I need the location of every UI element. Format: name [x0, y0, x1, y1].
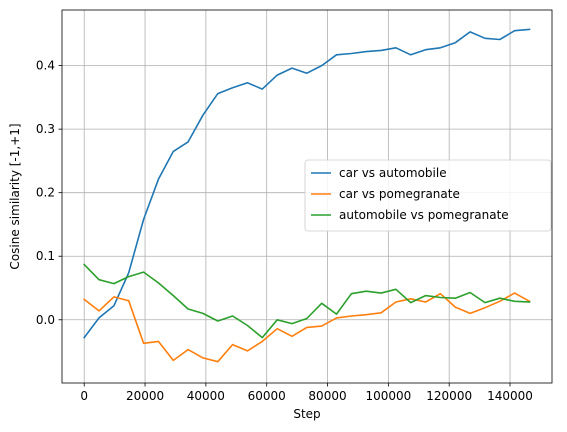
legend-label: car vs pomegranate — [339, 187, 460, 201]
x-axis-label: Step — [293, 407, 320, 421]
y-tick-label: 0.3 — [36, 122, 55, 136]
x-tick-label: 0 — [80, 389, 88, 403]
plot-frame — [61, 9, 553, 384]
series-group — [83, 28, 531, 363]
y-axis: 0.0 0.1 0.2 0.3 0.4 — [36, 59, 62, 327]
y-axis-label: Cosine similarity [-1,+1] — [8, 123, 22, 269]
y-tick-label: 0.2 — [36, 186, 55, 200]
x-axis: 0 20000 40000 60000 80000 100000 120000 140000 — [80, 383, 533, 403]
legend: car vs automobile car vs pomegranate autom… — [304, 159, 552, 232]
y-tick-label: 0.1 — [36, 249, 55, 263]
x-tick-label: 40000 — [187, 389, 225, 403]
series-line-1 — [83, 292, 531, 363]
series-line-0 — [83, 28, 531, 339]
x-tick-label: 60000 — [248, 389, 286, 403]
y-tick-label: 0.4 — [36, 59, 55, 73]
x-tick-label: 80000 — [308, 389, 346, 403]
series-line-2 — [83, 263, 531, 339]
x-tick-label: 140000 — [487, 389, 533, 403]
legend-label: car vs automobile — [339, 166, 447, 180]
y-tick-label: 0.0 — [36, 313, 55, 327]
legend-box — [304, 159, 552, 232]
legend-label: automobile vs pomegranate — [339, 208, 509, 222]
x-tick-label: 100000 — [365, 389, 411, 403]
x-tick-label: 20000 — [126, 389, 164, 403]
x-tick-label: 120000 — [426, 389, 472, 403]
